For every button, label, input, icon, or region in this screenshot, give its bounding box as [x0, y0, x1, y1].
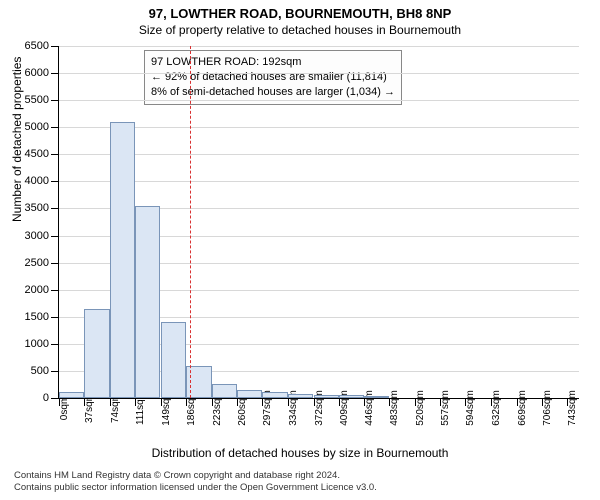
x-tick-label: 669sqm — [517, 390, 528, 426]
histogram-bar — [339, 395, 364, 398]
y-tick — [51, 236, 59, 237]
y-tick — [51, 208, 59, 209]
attribution-line: Contains public sector information licen… — [14, 482, 377, 494]
y-tick — [51, 181, 59, 182]
histogram-plot: 97 LOWTHER ROAD: 192sqm ← 92% of detache… — [58, 46, 579, 399]
histogram-bar — [314, 395, 339, 398]
x-axis-label: Distribution of detached houses by size … — [0, 446, 600, 460]
histogram-bar — [59, 392, 84, 398]
attribution: Contains HM Land Registry data © Crown c… — [14, 470, 377, 494]
y-tick-label: 4500 — [25, 148, 49, 160]
gridline — [59, 73, 579, 74]
x-tick-label: 0sqm — [59, 396, 70, 420]
y-tick-label: 6500 — [25, 40, 49, 52]
figure-title: 97, LOWTHER ROAD, BOURNEMOUTH, BH8 8NP — [0, 0, 600, 21]
y-tick-label: 2500 — [25, 257, 49, 269]
y-tick-label: 5500 — [25, 94, 49, 106]
gridline — [59, 181, 579, 182]
y-tick — [51, 290, 59, 291]
y-tick — [51, 398, 59, 399]
histogram-bar — [262, 392, 287, 398]
histogram-bar — [212, 384, 237, 398]
x-tick-label: 483sqm — [389, 390, 400, 426]
annotation-line: 97 LOWTHER ROAD: 192sqm — [151, 55, 395, 70]
gridline — [59, 154, 579, 155]
y-tick — [51, 154, 59, 155]
attribution-line: Contains HM Land Registry data © Crown c… — [14, 470, 377, 482]
x-tick-label: 706sqm — [542, 390, 553, 426]
y-tick-label: 3000 — [25, 230, 49, 242]
figure-subtitle: Size of property relative to detached ho… — [0, 21, 600, 37]
histogram-bar — [110, 122, 135, 398]
y-tick-label: 4000 — [25, 175, 49, 187]
histogram-bar — [237, 390, 262, 398]
histogram-bar — [364, 396, 389, 398]
y-tick — [51, 317, 59, 318]
histogram-bar — [161, 322, 186, 398]
annotation-line: 8% of semi-detached houses are larger (1… — [151, 85, 395, 100]
histogram-bar — [84, 309, 109, 398]
y-tick — [51, 100, 59, 101]
y-tick — [51, 371, 59, 372]
y-tick-label: 5000 — [25, 121, 49, 133]
y-tick-label: 0 — [43, 392, 49, 404]
annotation-box: 97 LOWTHER ROAD: 192sqm ← 92% of detache… — [144, 50, 402, 105]
y-tick — [51, 344, 59, 345]
gridline — [59, 46, 579, 47]
histogram-bar — [288, 394, 313, 398]
y-tick-label: 6000 — [25, 67, 49, 79]
y-tick-label: 1500 — [25, 311, 49, 323]
histogram-bar — [135, 206, 160, 398]
y-tick — [51, 263, 59, 264]
annotation-line: ← 92% of detached houses are smaller (11… — [151, 70, 395, 85]
gridline — [59, 100, 579, 101]
reference-line — [190, 46, 191, 398]
y-axis-label: Number of detached properties — [10, 57, 24, 222]
x-tick-label: 594sqm — [465, 390, 476, 426]
y-tick-label: 500 — [31, 365, 49, 377]
y-tick — [51, 73, 59, 74]
x-tick-label: 743sqm — [567, 390, 578, 426]
y-tick-label: 3500 — [25, 202, 49, 214]
y-tick — [51, 46, 59, 47]
x-tick-label: 557sqm — [440, 390, 451, 426]
x-tick-label: 632sqm — [491, 390, 502, 426]
y-tick-label: 2000 — [25, 284, 49, 296]
y-tick — [51, 127, 59, 128]
y-tick-label: 1000 — [25, 338, 49, 350]
x-tick-label: 520sqm — [415, 390, 426, 426]
figure: 97, LOWTHER ROAD, BOURNEMOUTH, BH8 8NP S… — [0, 0, 600, 500]
gridline — [59, 127, 579, 128]
